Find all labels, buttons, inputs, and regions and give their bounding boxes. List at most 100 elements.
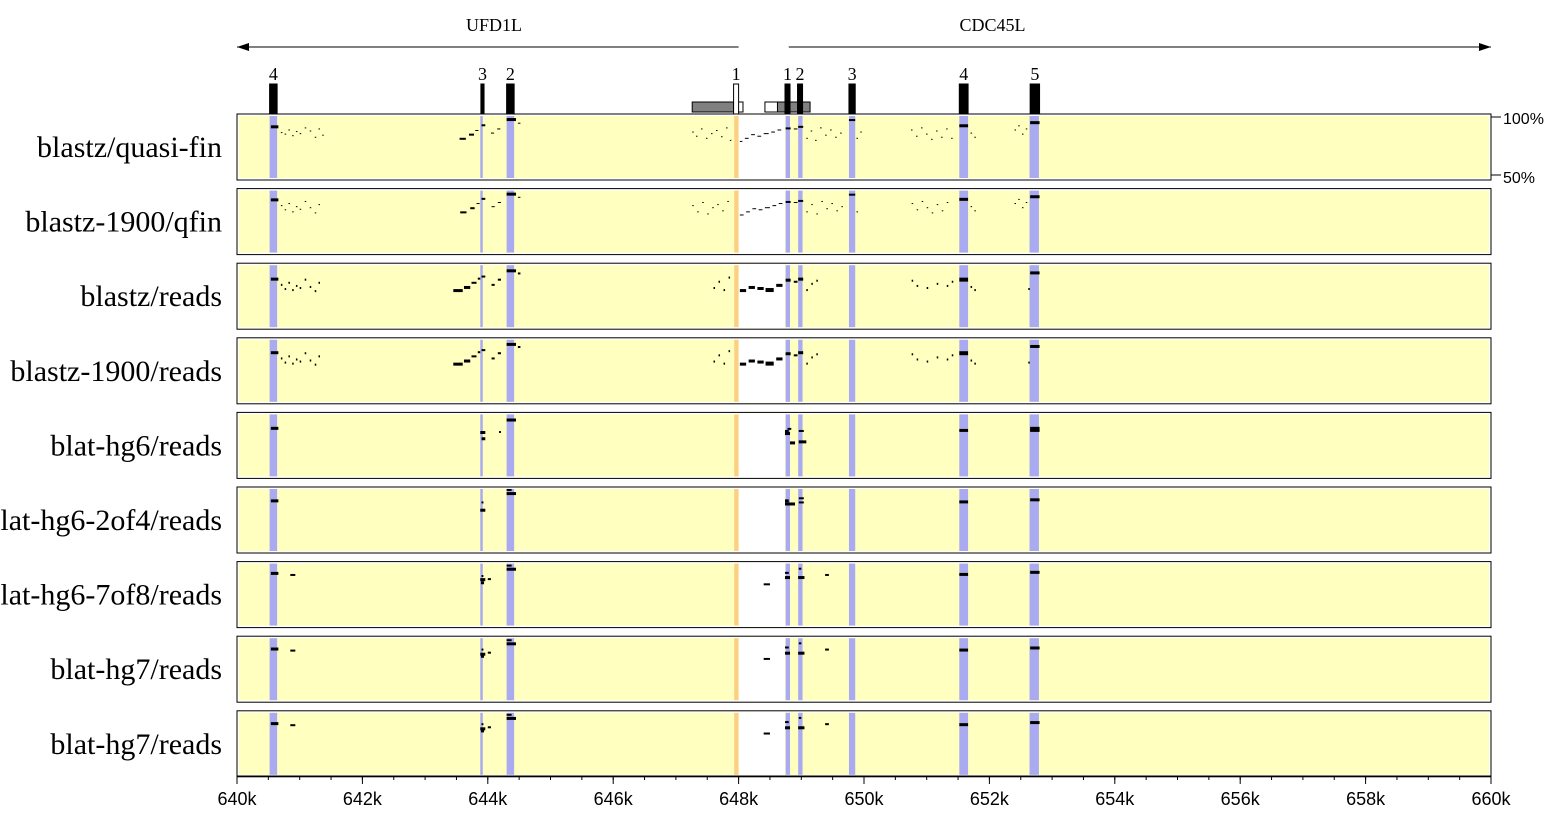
alignment-segment — [926, 360, 929, 363]
exon-highlight-bar — [959, 638, 969, 701]
alignment-segment — [785, 127, 791, 130]
alignment-segment — [798, 125, 804, 128]
exon-highlight-bar — [480, 339, 483, 402]
alignment-segment — [481, 723, 484, 726]
alignment-segment — [916, 358, 919, 361]
panel-background — [239, 489, 1489, 551]
exon-highlight-bar — [848, 638, 856, 701]
panel-background — [239, 190, 1489, 253]
alignment-segment — [506, 716, 517, 720]
alignment-segment — [825, 134, 827, 136]
alignment-segment — [936, 130, 938, 132]
panel-label: blastz/reads — [80, 280, 222, 313]
alignment-segment — [481, 437, 486, 441]
alignment-segment — [288, 129, 290, 131]
alignment-segment — [304, 127, 307, 129]
exon-label: 2 — [796, 64, 805, 84]
panel-label: blat-hg7/reads — [50, 653, 222, 686]
alignment-segment — [752, 208, 757, 210]
exon-highlight-bar — [734, 339, 739, 402]
alignment-segment — [841, 206, 843, 208]
panel-background — [239, 116, 1489, 178]
alignment-segment — [840, 132, 842, 134]
alignment-segment — [826, 208, 828, 210]
gene-annotation-layer: UFD1L CDC45L — [237, 15, 1491, 51]
alignment-segment — [763, 657, 770, 660]
alignment-segment — [280, 205, 283, 207]
panel-label: blat-hg7/reads — [50, 728, 222, 761]
alignment-segment — [931, 212, 934, 214]
alignment-segment — [798, 567, 802, 570]
alignment-panels: blastz/quasi-fin 100% 50% blastz-1900/qfin b… — [0, 111, 1544, 778]
alignment-segment — [836, 210, 838, 212]
alignment-segment — [946, 284, 949, 287]
alignment-segment — [700, 128, 703, 130]
alignment-segment — [821, 200, 823, 202]
alignment-segment — [771, 131, 775, 133]
exon-highlight-bar — [480, 638, 483, 701]
exon-highlight-bar — [1029, 638, 1039, 701]
alignment-segment — [463, 285, 471, 289]
exon-highlight-bar — [734, 265, 739, 328]
exon-highlight-bar — [734, 563, 739, 626]
utr-box — [691, 101, 735, 113]
alignment-segment — [463, 359, 471, 363]
alignment-segment — [936, 282, 939, 285]
alignment-segment — [692, 131, 694, 133]
alignment-segment — [506, 492, 517, 496]
alignment-segment — [453, 289, 463, 293]
alignment-segment — [270, 722, 279, 726]
exon-highlight-bar — [785, 190, 791, 253]
alignment-segment — [721, 136, 723, 138]
alignment-segment — [764, 207, 770, 209]
alignment-segment — [951, 137, 953, 139]
alignment-segment — [481, 349, 486, 352]
alignment-segment — [728, 350, 731, 353]
alignment-segment — [911, 353, 914, 356]
alignment-segment — [491, 357, 495, 360]
alignment-segment — [711, 133, 713, 135]
alignment-segment — [811, 204, 813, 206]
alignment-segment — [480, 578, 486, 582]
alignment-segment — [739, 140, 743, 142]
alignment-segment — [314, 290, 317, 293]
alignment-segment — [318, 281, 321, 284]
panel-background — [239, 265, 1489, 328]
alignment-segment — [506, 639, 512, 642]
panel-background — [239, 414, 1489, 477]
alignment-segment — [497, 278, 501, 281]
panel-label: blastz-1900/qfin — [25, 206, 222, 239]
alignment-segment — [825, 573, 829, 576]
exon-highlight-bar — [506, 190, 515, 253]
exon-highlight-bar — [269, 116, 278, 178]
exon-label: 3 — [848, 64, 857, 84]
alignment-segment — [784, 646, 789, 649]
alignment-segment — [785, 278, 791, 282]
x-axis: 640k 642k 644k 646k 648k 650k 652k 654k 656k 658k… — [217, 775, 1512, 809]
alignment-segment — [778, 203, 783, 205]
alignment-segment — [723, 289, 726, 292]
exon-highlight-bar — [798, 489, 803, 551]
alignment-segment — [860, 131, 862, 133]
exon-highlight-bar — [506, 414, 515, 477]
alignment-segment — [911, 203, 914, 205]
alignment-segment — [931, 138, 933, 140]
alignment-segment — [506, 567, 517, 571]
alignment-segment — [1014, 129, 1016, 131]
alignment-segment — [1022, 133, 1024, 135]
alignment-segment — [481, 124, 486, 127]
alignment-segment — [288, 203, 290, 205]
alignment-segment — [798, 199, 804, 202]
exon-highlight-bar — [506, 638, 515, 701]
x-tick-label: 656k — [1221, 789, 1261, 809]
alignment-segment — [936, 356, 939, 359]
gene-label: UFD1L — [466, 15, 522, 35]
panel-white-gap — [738, 339, 785, 402]
alignment-segment — [713, 360, 716, 363]
exon-highlight-bar — [1029, 563, 1039, 626]
alignment-segment — [506, 118, 517, 122]
alignment-segment — [470, 207, 475, 210]
alignment-segment — [713, 287, 716, 289]
exon-highlight-bar — [269, 638, 278, 701]
